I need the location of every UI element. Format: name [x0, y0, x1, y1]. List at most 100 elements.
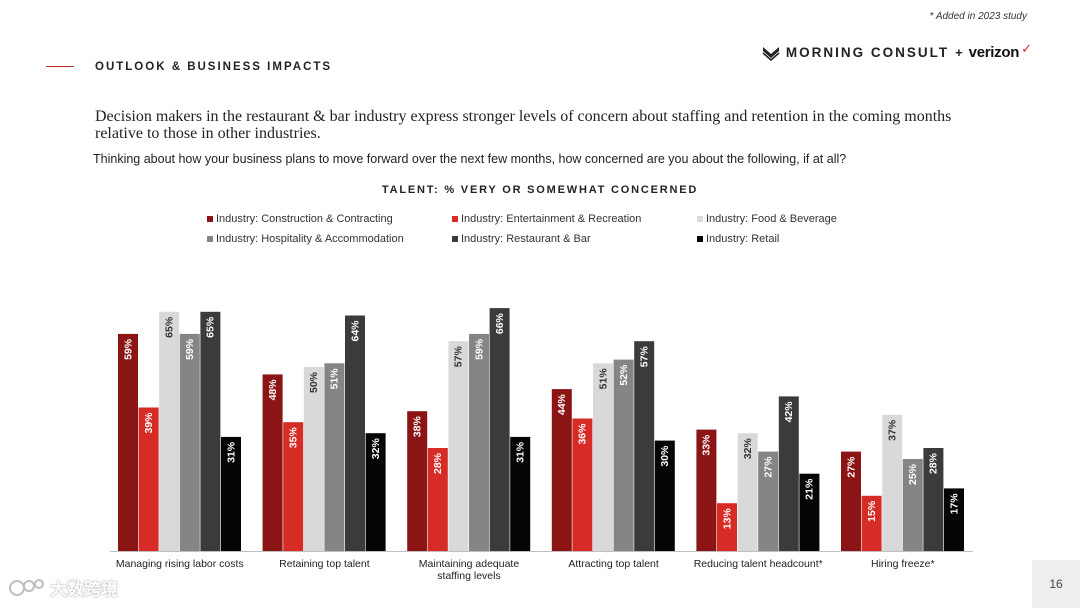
- data-label: 15%: [866, 500, 878, 522]
- bar: [448, 341, 469, 551]
- bar: [923, 448, 944, 551]
- bar: [944, 488, 964, 551]
- legend-item: Industry: Entertainment & Recreation: [452, 213, 641, 225]
- bar: [345, 315, 365, 551]
- bar: [159, 311, 180, 551]
- data-label: 33%: [701, 434, 713, 456]
- headline: Decision makers in the restaurant & bar …: [95, 108, 952, 142]
- bar: [262, 374, 283, 551]
- legend-item: Industry: Construction & Contracting: [207, 213, 393, 225]
- legend-swatch: [452, 216, 458, 222]
- bar: [469, 333, 489, 551]
- bar: [365, 433, 386, 551]
- data-label: 27%: [845, 456, 857, 478]
- data-label: 32%: [370, 438, 382, 460]
- accent-line: [46, 66, 74, 67]
- bar: [634, 341, 655, 551]
- bar: [118, 333, 138, 551]
- bar: [551, 389, 572, 551]
- morning-consult-logo-icon: [762, 46, 780, 61]
- data-label: 51%: [597, 368, 609, 390]
- category-label: Retaining top talent: [279, 558, 370, 570]
- data-label: 59%: [184, 338, 196, 360]
- data-label: 31%: [225, 441, 237, 463]
- data-label: 65%: [205, 316, 217, 338]
- data-label: 39%: [143, 412, 155, 434]
- category-label: Hiring freeze*: [871, 558, 935, 570]
- bar: [799, 473, 820, 551]
- bar: [303, 367, 324, 551]
- data-label: 28%: [432, 452, 444, 474]
- watermark-text: 大数跨境: [50, 580, 118, 599]
- legend-swatch: [207, 216, 213, 222]
- category-label: Attracting top talent: [568, 558, 659, 570]
- data-label: 36%: [577, 423, 589, 445]
- bar: [778, 396, 799, 551]
- data-label: 50%: [308, 371, 320, 393]
- bar: [902, 459, 923, 551]
- bar: [861, 495, 882, 551]
- bar: [593, 363, 613, 551]
- page-number-text: 16: [1049, 577, 1063, 591]
- bar: [510, 436, 531, 551]
- verizon-check-icon: ✓: [1021, 40, 1032, 56]
- data-label: 57%: [639, 346, 651, 368]
- bar: [696, 429, 717, 551]
- legend-label: Industry: Restaurant & Bar: [461, 233, 591, 245]
- bar: [283, 422, 304, 551]
- legend-item: Industry: Restaurant & Bar: [452, 233, 591, 245]
- data-label: 13%: [721, 508, 733, 530]
- data-label: 38%: [412, 416, 424, 438]
- bar: [613, 359, 634, 551]
- bar: [179, 333, 200, 551]
- watermark-logo-icon: [9, 578, 44, 596]
- legend-label: Industry: Construction & Contracting: [216, 213, 393, 225]
- watermark: 大数跨境: [8, 575, 118, 600]
- bar: [407, 411, 428, 551]
- data-label: 64%: [349, 320, 361, 342]
- data-label: 65%: [164, 316, 176, 338]
- data-label: 51%: [329, 368, 341, 390]
- legend-item: Industry: Food & Beverage: [697, 213, 837, 225]
- brand-lockup: MORNING CONSULT + verizon ✓: [762, 40, 1032, 61]
- bar: [138, 407, 159, 551]
- data-label: 59%: [473, 338, 485, 360]
- data-label: 25%: [907, 463, 919, 485]
- bar: [572, 418, 593, 551]
- data-label: 21%: [804, 478, 816, 500]
- data-label: 59%: [122, 338, 134, 360]
- bar: [841, 451, 861, 551]
- data-label: 35%: [288, 427, 300, 449]
- legend-label: Industry: Food & Beverage: [706, 213, 837, 225]
- bar: [737, 433, 758, 551]
- bar: [324, 363, 345, 551]
- category-label: Maintaining adequate staffing levels: [419, 558, 520, 582]
- data-label: 27%: [763, 456, 775, 478]
- category-label: Managing rising labor costs: [116, 558, 244, 570]
- brand-separator: +: [955, 45, 963, 60]
- data-label: 48%: [267, 379, 279, 401]
- bar: [882, 414, 903, 551]
- page-number: 16: [1032, 560, 1080, 608]
- section-label: OUTLOOK & BUSINESS IMPACTS: [95, 61, 333, 73]
- data-label: 44%: [556, 393, 568, 415]
- bar: [654, 440, 675, 551]
- chart-title: TALENT: % VERY OR SOMEWHAT CONCERNED: [381, 184, 699, 196]
- bar: [221, 436, 241, 551]
- bar: [758, 451, 779, 551]
- legend-item: Industry: Retail: [697, 233, 779, 245]
- data-label: 17%: [948, 493, 960, 515]
- bar: [489, 308, 510, 551]
- data-label: 30%: [659, 445, 671, 467]
- data-label: 28%: [928, 452, 940, 474]
- data-label: 42%: [783, 401, 795, 423]
- legend-item: Industry: Hospitality & Accommodation: [207, 233, 404, 245]
- bar: [717, 503, 737, 551]
- bar: [427, 448, 448, 551]
- legend-swatch: [697, 236, 703, 242]
- legend-label: Industry: Retail: [706, 233, 780, 245]
- data-label: 32%: [742, 438, 754, 460]
- category-label: Reducing talent headcount*: [694, 558, 823, 570]
- legend-swatch: [697, 216, 703, 222]
- brand-primary: MORNING CONSULT: [785, 45, 950, 60]
